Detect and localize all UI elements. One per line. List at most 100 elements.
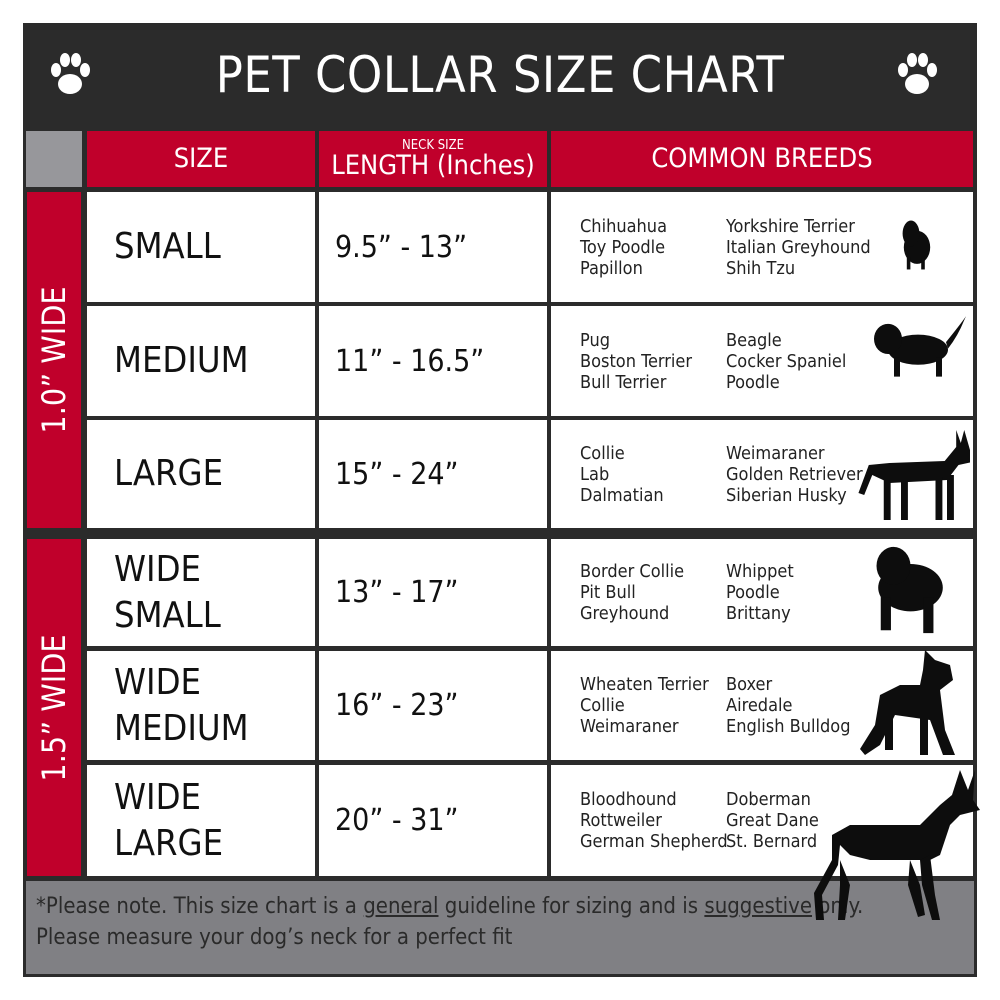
length-value: 20” - 31”: [335, 803, 459, 838]
breed: Collie: [580, 442, 625, 464]
group-band-2: 1.5” WIDE: [27, 539, 81, 876]
size-label: SMALL: [114, 226, 221, 267]
size-cell: WIDE SMALL: [87, 539, 315, 646]
header-length-label: LENGTH (Inches): [331, 149, 535, 181]
breed: Great Dane: [726, 810, 819, 831]
size-label: WIDE SMALL: [114, 548, 221, 636]
paw-icon: [898, 53, 937, 94]
breed: Rottweiler: [580, 810, 662, 831]
breed: Yorkshire Terrier: [726, 215, 855, 237]
breeds-list-a: Wheaten Terrier Collie Weimaraner: [580, 674, 709, 737]
length-value: 16” - 23”: [335, 688, 459, 723]
breeds-list-b: Boxer Airedale English Bulldog: [726, 674, 850, 737]
length-cell: 9.5” - 13”: [319, 192, 547, 302]
breed: German Shepherd: [580, 831, 728, 852]
breed: Bull Terrier: [580, 371, 667, 393]
breeds-list-a: Bloodhound Rottweiler German Shepherd: [580, 789, 728, 852]
breed: Greyhound: [580, 603, 670, 624]
length-value: 11” - 16.5”: [335, 343, 485, 379]
breed: Papillon: [580, 257, 643, 279]
header-length: NECK SIZE LENGTH (Inches): [319, 131, 547, 187]
breeds-list-b: Beagle Cocker Spaniel Poodle: [726, 330, 846, 393]
breed: Bloodhound: [580, 789, 677, 810]
header-breeds: COMMON BREEDS: [551, 131, 973, 187]
size-cell: MEDIUM: [87, 306, 315, 416]
size-cell: SMALL: [87, 192, 315, 302]
size-label: WIDE LARGE: [114, 776, 224, 864]
breed: Boston Terrier: [580, 350, 693, 372]
breed: Pug: [580, 329, 610, 351]
breed: Collie: [580, 695, 625, 716]
footer-line-2: Please measure your dog’s neck for a per…: [36, 925, 513, 950]
breeds-list-a: Chihuahua Toy Poodle Papillon: [580, 216, 667, 279]
size-cell: WIDE LARGE: [87, 765, 315, 876]
header-size-label: SIZE: [173, 143, 229, 174]
breed: Wheaten Terrier: [580, 674, 709, 695]
breed: Whippet: [726, 561, 794, 582]
size-cell: LARGE: [87, 420, 315, 528]
breed: Golden Retriever: [726, 463, 863, 485]
breed: Dalmatian: [580, 484, 664, 506]
breeds-list-a: Collie Lab Dalmatian: [580, 443, 664, 506]
large-dog-icon: [858, 430, 970, 520]
size-label: LARGE: [114, 453, 224, 494]
breeds-cell: Chihuahua Toy Poodle Papillon Yorkshire Ter…: [551, 192, 973, 302]
group-label: 1.5” WIDE: [35, 633, 73, 782]
footer-underlined: suggestive: [704, 894, 813, 919]
breed: Cocker Spaniel: [726, 350, 847, 372]
pitbull-icon: [860, 650, 955, 755]
breed: Pit Bull: [580, 582, 636, 603]
breed: Italian Greyhound: [726, 236, 871, 258]
length-cell: 11” - 16.5”: [319, 306, 547, 416]
breed: Weimaraner: [580, 716, 679, 737]
small-dog-icon: [902, 220, 931, 270]
header-neck-size: NECK SIZE: [402, 137, 464, 153]
doberman-icon: [814, 770, 980, 920]
breed: Lab: [580, 463, 610, 485]
footer-underlined: general: [363, 894, 439, 919]
breeds-list-a: Pug Boston Terrier Bull Terrier: [580, 330, 692, 393]
group-band-1: 1.0” WIDE: [27, 192, 81, 528]
breed: Toy Poodle: [580, 236, 666, 258]
page-title: PET COLLAR SIZE CHART: [215, 46, 785, 104]
breed: Shih Tzu: [726, 257, 796, 279]
medium-dog-icon: [874, 316, 966, 377]
footer-line-1: *Please note. This size chart is a gener…: [36, 891, 964, 922]
breed: Poodle: [726, 371, 780, 393]
header-breeds-label: COMMON BREEDS: [651, 143, 873, 174]
breed: St. Bernard: [726, 831, 818, 852]
breeds-list-a: Border Collie Pit Bull Greyhound: [580, 561, 684, 624]
breed: Boxer: [726, 674, 773, 695]
bulldog-icon: [876, 546, 943, 634]
breed: Weimaraner: [726, 442, 825, 464]
paw-icon: [51, 53, 90, 94]
breeds-cell: Wheaten Terrier Collie Weimaraner Boxer Aire…: [551, 651, 973, 760]
corner-cell: [26, 131, 82, 187]
footer-text: guideline for sizing and is: [438, 894, 699, 919]
breeds-list-b: Weimaraner Golden Retriever Siberian Husky: [726, 443, 863, 506]
breed: Chihuahua: [580, 215, 667, 237]
size-label: WIDE MEDIUM: [114, 661, 249, 749]
size-label: MEDIUM: [114, 340, 249, 381]
breed: Siberian Husky: [726, 484, 847, 506]
footer-text: *Please note. This size chart is a: [36, 894, 357, 919]
length-value: 15” - 24”: [335, 456, 459, 492]
breeds-list-b: Yorkshire Terrier Italian Greyhound Shih T…: [726, 216, 871, 279]
header-size: SIZE: [87, 131, 315, 187]
length-cell: 15” - 24”: [319, 420, 547, 528]
length-cell: 16” - 23”: [319, 651, 547, 760]
breed: Airedale: [726, 695, 793, 716]
breeds-list-b: Whippet Poodle Brittany: [726, 561, 794, 624]
length-cell: 13” - 17”: [319, 539, 547, 646]
breeds-list-b: Doberman Great Dane St. Bernard: [726, 789, 819, 852]
breed: Brittany: [726, 603, 791, 624]
size-cell: WIDE MEDIUM: [87, 651, 315, 760]
breed: English Bulldog: [726, 716, 851, 737]
breed: Poodle: [726, 582, 780, 603]
breed: Border Collie: [580, 561, 685, 582]
group-label: 1.0” WIDE: [35, 286, 73, 434]
breed: Beagle: [726, 329, 782, 351]
length-value: 9.5” - 13”: [335, 229, 468, 265]
length-value: 13” - 17”: [335, 575, 459, 610]
breed: Doberman: [726, 789, 811, 810]
